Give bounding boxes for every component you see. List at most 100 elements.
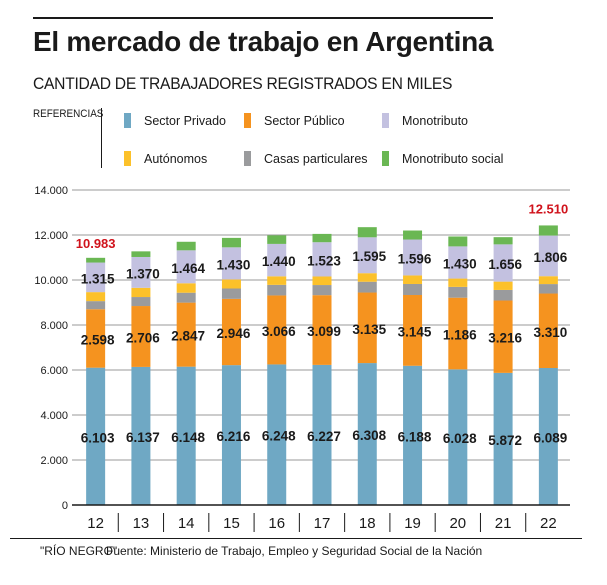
bar-segment [131, 256, 151, 288]
bar-segment [221, 279, 241, 289]
bar-segment [176, 250, 196, 284]
bar-segment [267, 295, 287, 365]
legend-title: REFERENCIAS [33, 108, 104, 120]
bar-segment [312, 242, 332, 277]
legend-swatch [244, 113, 251, 128]
data-label: 1.523 [307, 253, 341, 268]
data-label: 6.308 [352, 428, 386, 443]
bar-segment [357, 292, 377, 364]
legend-label: Monotributo social [402, 151, 504, 166]
data-label: 6.028 [443, 431, 477, 446]
data-label: 6.089 [533, 430, 567, 445]
data-label: 6.137 [126, 430, 160, 445]
bar-segment [131, 251, 151, 257]
data-label: 1.315 [81, 271, 115, 286]
bar-segment [538, 276, 558, 285]
bar-segment [176, 292, 196, 303]
bar-segment [403, 365, 423, 505]
total-annotation: 12.510 [528, 202, 568, 217]
bar-segment [86, 367, 106, 505]
x-tick-label: 18 [359, 515, 376, 532]
bar-segment [357, 281, 377, 293]
bar-segment [86, 301, 106, 310]
data-label: 2.946 [217, 326, 251, 341]
y-tick-label: 2.000 [40, 455, 68, 467]
data-label: 1.440 [262, 254, 296, 269]
bar-segment [267, 284, 287, 296]
bar-segment [448, 297, 468, 370]
bar-segment [312, 233, 332, 243]
y-tick-label: 4.000 [40, 410, 68, 422]
x-tick-label: 21 [495, 515, 512, 532]
bar-segment [131, 297, 151, 307]
data-label: 1.186 [443, 328, 477, 343]
legend-label: Sector Público [264, 113, 345, 128]
y-tick-label: 0 [62, 500, 68, 512]
data-label: 3.310 [533, 325, 567, 340]
legend-label: Casas particulares [264, 151, 368, 166]
bar-segment [221, 247, 241, 280]
bar-segment [493, 237, 513, 245]
bar-segment [221, 298, 241, 366]
bar-segment [267, 276, 287, 285]
bar-segment [267, 235, 287, 244]
bar-segment [538, 235, 558, 277]
legend-item: Casas particulares [244, 151, 368, 166]
bar-segment [403, 239, 423, 276]
bar-segment [448, 236, 468, 247]
bar-segment [403, 295, 423, 366]
data-label: 6.188 [398, 429, 432, 444]
bar-segment [312, 364, 332, 505]
y-tick-label: 8.000 [40, 320, 68, 332]
data-label: 6.248 [262, 429, 296, 444]
bar-segment [176, 241, 196, 251]
bar-segment [86, 257, 106, 263]
chart-title: El mercado de trabajo en Argentina [33, 26, 494, 57]
bar-segment [448, 286, 468, 298]
data-label: 2.847 [171, 329, 205, 344]
data-label: 1.596 [398, 251, 432, 266]
bar-segment [538, 293, 558, 368]
bar-segment [131, 306, 151, 367]
bar-segment [86, 292, 106, 302]
bar-segment [493, 372, 513, 505]
bar-segment [267, 243, 287, 277]
bar-segment [493, 289, 513, 301]
data-label: 1.430 [443, 256, 477, 271]
y-tick-label: 10.000 [34, 275, 68, 287]
data-label: 3.066 [262, 324, 296, 339]
bar-segment [312, 295, 332, 365]
x-tick-label: 12 [87, 515, 104, 532]
legend-item: Autónomos [124, 151, 207, 166]
bar-segment [493, 281, 513, 290]
data-label: 3.145 [398, 324, 432, 339]
bar-segment [267, 364, 287, 505]
bar-segment [448, 278, 468, 287]
top-rule [33, 17, 493, 19]
footer-rule [10, 538, 582, 539]
data-label: 3.216 [488, 331, 522, 346]
data-label: 6.227 [307, 429, 341, 444]
data-label: 3.135 [352, 322, 386, 337]
legend-label: Sector Privado [144, 113, 226, 128]
bar-segment [221, 237, 241, 248]
bar-segment [448, 246, 468, 279]
bar-segment [357, 363, 377, 505]
bar-segment [403, 230, 423, 240]
legend-swatch [382, 113, 389, 128]
x-tick-label: 16 [268, 515, 285, 532]
bar-segment [176, 366, 196, 505]
bar-segment [221, 365, 241, 505]
y-tick-label: 12.000 [34, 230, 68, 242]
x-tick-label: 19 [404, 515, 421, 532]
credit: "RÍO NEGRO" [40, 544, 118, 558]
data-label: 1.464 [171, 261, 205, 276]
data-label: 1.595 [352, 249, 386, 264]
y-tick-label: 6.000 [40, 365, 68, 377]
bar-segment [357, 273, 377, 282]
source-note: Fuente: Ministerio de Trabajo, Empleo y … [106, 544, 483, 558]
x-tick-label: 13 [133, 515, 150, 532]
data-label: 1.806 [533, 250, 567, 265]
bar-segment [538, 225, 558, 236]
